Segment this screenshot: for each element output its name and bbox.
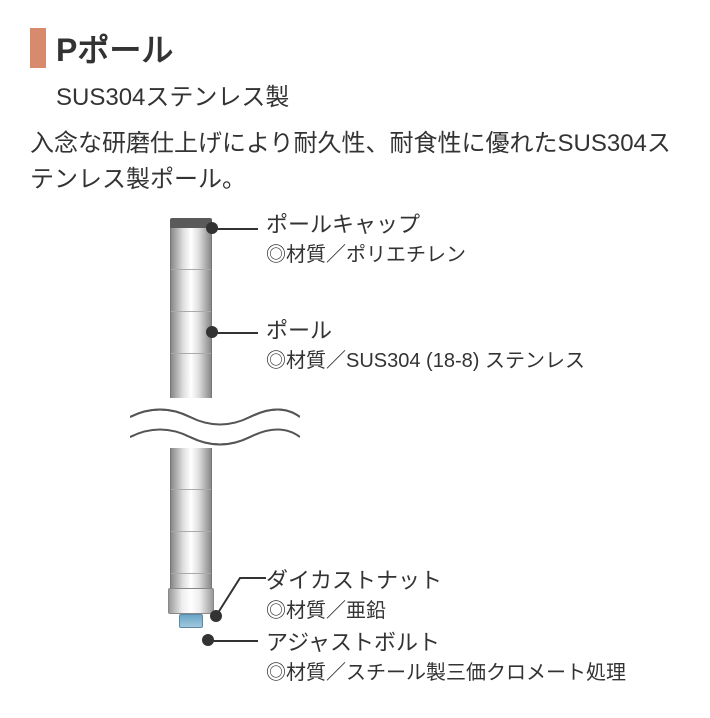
callout-leader-pole (212, 332, 258, 334)
pole-body-upper (170, 228, 212, 398)
callout-text: ポールキャップ (266, 210, 466, 241)
page-title: Pポール (56, 25, 173, 71)
callout-text: ポール (266, 316, 585, 347)
adjust-bolt-shape (179, 614, 203, 628)
break-indicator (130, 402, 300, 452)
callout-text: ダイカストナット (266, 566, 442, 597)
callout-subtext: ◎材質／亜鉛 (266, 597, 442, 625)
callout-label-adjust-bolt: アジャストボルト ◎材質／スチール製三価クロメート処理 (266, 628, 626, 687)
callout-subtext: ◎材質／ポリエチレン (266, 241, 466, 269)
subtitle: SUS304ステンレス製 (56, 77, 680, 112)
callout-label-pole-cap: ポールキャップ ◎材質／ポリエチレン (266, 210, 466, 269)
callout-label-pole: ポール ◎材質／SUS304 (18-8) ステンレス (266, 316, 585, 375)
diagram: ポールキャップ ◎材質／ポリエチレン ポール ◎材質／SUS304 (18-8)… (30, 218, 680, 718)
description: 入念な研磨仕上げにより耐久性、耐食性に優れたSUS304ステンレス製ポール。 (30, 126, 680, 198)
diecast-nut-shape (168, 588, 214, 614)
pole-body-lower (170, 448, 212, 588)
callout-leader-pole-cap (212, 228, 258, 230)
callout-text: アジャストボルト (266, 628, 626, 659)
callout-leader-diecast-nut (210, 574, 270, 624)
callout-subtext: ◎材質／SUS304 (18-8) ステンレス (266, 347, 585, 375)
callout-leader-adjust-bolt (208, 640, 258, 642)
accent-bar (30, 28, 46, 68)
pole-lower-illustration (170, 448, 212, 628)
callout-label-diecast-nut: ダイカストナット ◎材質／亜鉛 (266, 566, 442, 625)
callout-subtext: ◎材質／スチール製三価クロメート処理 (266, 659, 626, 687)
title-row: Pポール (30, 25, 680, 71)
pole-upper-illustration (170, 218, 212, 398)
